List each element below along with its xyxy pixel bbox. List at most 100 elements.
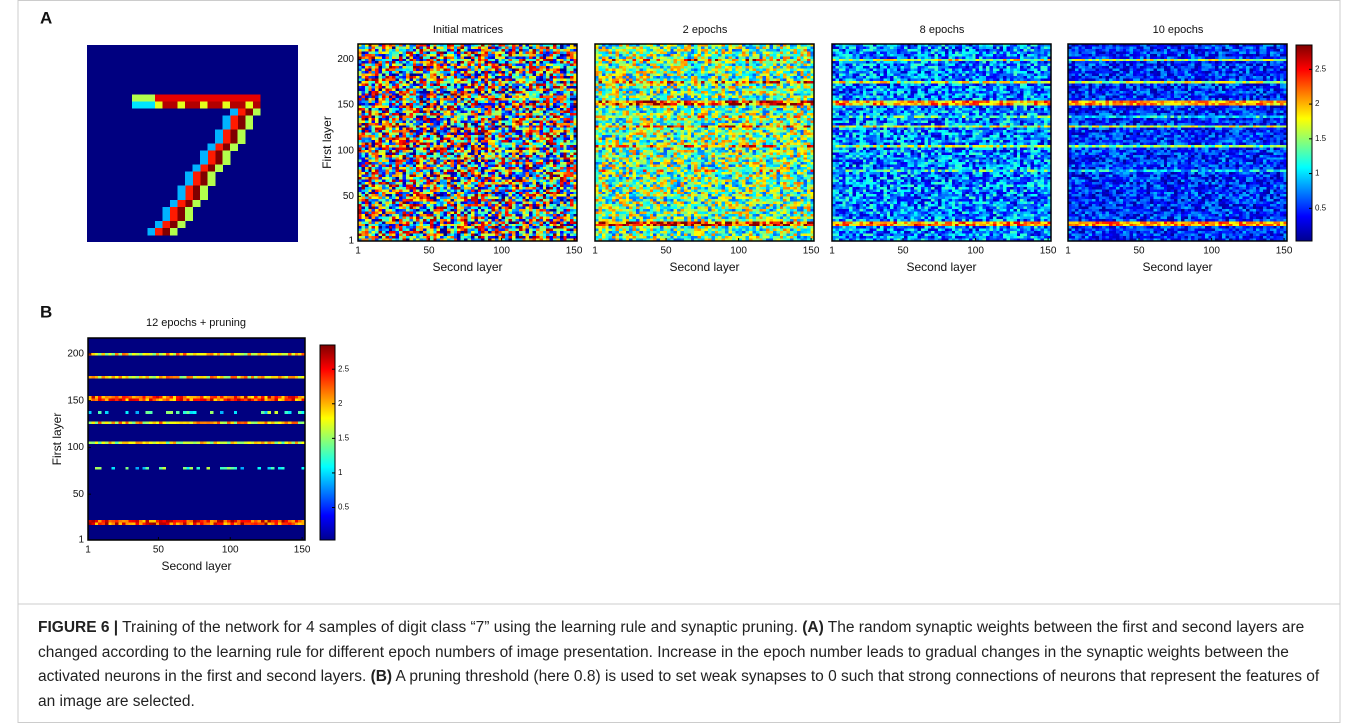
heat-cell xyxy=(553,211,557,215)
heat-cell xyxy=(491,88,496,92)
heat-cell xyxy=(525,105,530,109)
heat-cell xyxy=(474,71,479,74)
heat-cell xyxy=(429,71,434,74)
heat-cell xyxy=(556,179,561,183)
heat-cell xyxy=(433,108,438,111)
heat-cell xyxy=(518,213,523,217)
heat-cell xyxy=(532,144,537,148)
heat-cell xyxy=(549,122,554,126)
heat-cell xyxy=(494,100,499,104)
heat-cell xyxy=(546,226,551,230)
heat-cell xyxy=(402,201,407,205)
heat-cell xyxy=(392,53,397,57)
heat-cell xyxy=(553,93,557,97)
heat-cell xyxy=(515,196,520,200)
heat-cell xyxy=(371,53,376,57)
heat-cell xyxy=(559,162,564,166)
heat-cell xyxy=(518,88,523,92)
heat-cell xyxy=(443,135,448,138)
heat-cell xyxy=(470,105,475,109)
heat-cell xyxy=(542,223,547,227)
heat-cell xyxy=(464,167,468,170)
heat-cell xyxy=(385,58,390,62)
heat-cell xyxy=(559,125,564,129)
heat-cell xyxy=(453,189,458,193)
heat-cell xyxy=(395,213,400,217)
heat-cell xyxy=(494,83,499,87)
heat-cell xyxy=(395,223,400,227)
heat-cell xyxy=(361,199,366,202)
heat-cell xyxy=(467,211,472,215)
heat-cell xyxy=(535,174,540,178)
heat-cell xyxy=(423,78,427,82)
heat-cell xyxy=(358,226,362,230)
heat-cell xyxy=(546,196,551,200)
heat-cell xyxy=(546,140,551,143)
heat-cell xyxy=(443,226,448,230)
heat-cell xyxy=(491,48,496,52)
heat-cell xyxy=(529,48,533,52)
heat-cell xyxy=(416,208,420,212)
heat-cell xyxy=(464,162,468,166)
heat-cell xyxy=(518,149,523,153)
heat-cell xyxy=(546,159,551,163)
heat-cell xyxy=(532,174,537,178)
heat-cell xyxy=(553,194,557,198)
heat-cell xyxy=(460,108,465,111)
heat-cell xyxy=(477,164,482,168)
heat-cell xyxy=(559,108,564,111)
heat-cell xyxy=(368,90,373,94)
heat-cell xyxy=(494,169,499,173)
heat-cell xyxy=(440,154,444,158)
heat-cell xyxy=(566,78,571,82)
heat-cell xyxy=(450,174,455,178)
heat-cell xyxy=(392,85,397,89)
heat-cell xyxy=(399,105,403,109)
heat-cell xyxy=(522,174,527,178)
heat-cell xyxy=(477,46,482,50)
heat-cell xyxy=(491,223,496,227)
heat-cell xyxy=(556,174,561,178)
heat-cell xyxy=(566,125,571,129)
heat-cell xyxy=(416,181,420,185)
heat-cell xyxy=(446,78,451,82)
heat-cell xyxy=(464,157,468,161)
heat-cell xyxy=(378,152,383,156)
heat-cell xyxy=(436,130,441,134)
heat-cell xyxy=(361,115,366,119)
heat-cell xyxy=(563,68,568,72)
heat-cell xyxy=(426,90,431,94)
heat-cell xyxy=(426,78,431,82)
heat-cell xyxy=(542,120,547,124)
heat-cell xyxy=(368,181,373,185)
heat-cell xyxy=(419,154,424,158)
heat-cell xyxy=(419,181,424,185)
heat-cell xyxy=(368,66,373,70)
heat-cell xyxy=(566,149,571,153)
heat-cell xyxy=(423,149,427,153)
heat-cell xyxy=(443,179,448,183)
heat-cell xyxy=(364,159,369,163)
heat-cell xyxy=(563,194,568,198)
heat-cell xyxy=(443,137,448,141)
heat-cell xyxy=(477,108,482,111)
heat-cell xyxy=(498,226,503,230)
heat-cell xyxy=(453,80,458,84)
heat-cell xyxy=(573,174,578,178)
heat-cell xyxy=(556,108,561,111)
heat-cell xyxy=(474,58,479,62)
heat-cell xyxy=(570,218,574,222)
heat-cell xyxy=(484,115,489,119)
heat-cell xyxy=(378,179,383,183)
heat-cell xyxy=(364,164,369,168)
heat-cell xyxy=(358,154,362,158)
heat-cell xyxy=(491,142,496,146)
heat-cell xyxy=(525,144,530,148)
heat-cell xyxy=(464,159,468,163)
heat-cell xyxy=(358,216,362,220)
heat-cell xyxy=(481,127,486,131)
heat-cell xyxy=(498,83,503,87)
heat-cell xyxy=(529,221,533,225)
heat-cell xyxy=(518,169,523,173)
heat-cell xyxy=(395,115,400,119)
